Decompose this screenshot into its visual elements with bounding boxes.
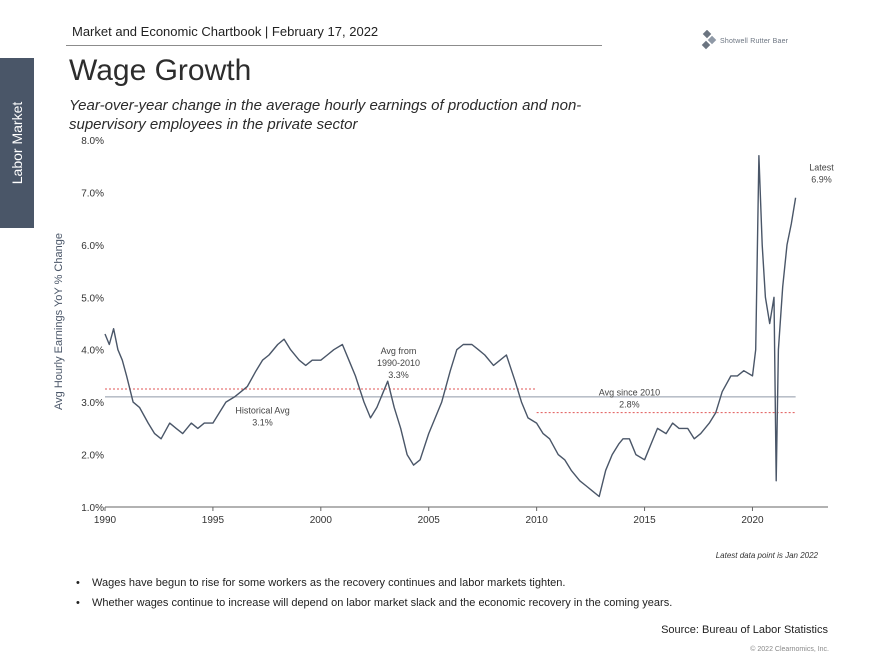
y-axis-label: Avg Hourly Earnings YoY % Change — [53, 233, 65, 410]
x-tick-label: 2015 — [633, 515, 656, 526]
annotation-label: 3.3% — [388, 370, 409, 380]
annotation-label: 2.8% — [619, 399, 640, 409]
x-tick-label: 2000 — [310, 515, 333, 526]
chart-subtitle: Year-over-year change in the average hou… — [69, 97, 582, 133]
source-text: Source: Bureau of Labor Statistics — [661, 624, 828, 636]
x-tick-label: 2010 — [526, 515, 549, 526]
annotation-label: Avg from — [381, 346, 417, 356]
x-tick-label: 2005 — [418, 515, 441, 526]
series-line — [104, 154, 797, 498]
y-tick-label: 8.0% — [81, 136, 104, 147]
y-tick-label: 1.0% — [81, 503, 104, 514]
x-tick-label: 2020 — [741, 515, 764, 526]
x-tick-label: 1990 — [94, 515, 117, 526]
chart-footnote: Latest data point is Jan 2022 — [716, 551, 819, 560]
y-tick-label: 4.0% — [81, 346, 104, 357]
logo-diamond-icon — [701, 30, 717, 50]
annotation-label: 6.9% — [811, 174, 832, 184]
section-tab: Labor Market — [0, 58, 34, 228]
annotation-label: Historical Avg — [235, 406, 289, 416]
y-tick-label: 5.0% — [81, 293, 104, 304]
logo-text: Shotwell Rutter Baer — [720, 37, 789, 45]
y-tick-label: 2.0% — [81, 451, 104, 462]
note-item: Wages have begun to rise for some worker… — [74, 576, 674, 591]
note-item: Whether wages continue to increase will … — [74, 596, 674, 611]
notes-list: Wages have begun to rise for some worker… — [74, 576, 674, 616]
copyright-text: © 2022 Clearnomics, Inc. — [750, 646, 829, 653]
header-divider — [66, 45, 602, 46]
annotation-label: 1990-2010 — [377, 358, 420, 368]
y-tick-label: 7.0% — [81, 188, 104, 199]
header-title: Market and Economic Chartbook | February… — [72, 24, 379, 39]
annotation-label: Avg since 2010 — [599, 387, 660, 397]
annotation-label: Latest — [809, 162, 834, 172]
y-tick-label: 3.0% — [81, 398, 104, 409]
chart-title: Wage Growth — [69, 54, 252, 87]
brand-logo: Shotwell Rutter Baer — [700, 30, 788, 52]
y-tick-label: 6.0% — [81, 241, 104, 252]
x-tick-label: 1995 — [202, 515, 225, 526]
annotation-label: 3.1% — [252, 418, 273, 428]
